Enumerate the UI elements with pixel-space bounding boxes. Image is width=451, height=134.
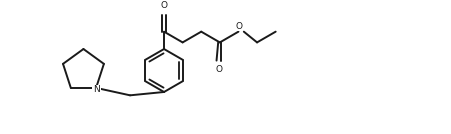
Text: O: O [160,1,167,10]
Text: O: O [235,22,242,31]
Text: N: N [93,85,100,94]
Text: O: O [215,65,222,74]
